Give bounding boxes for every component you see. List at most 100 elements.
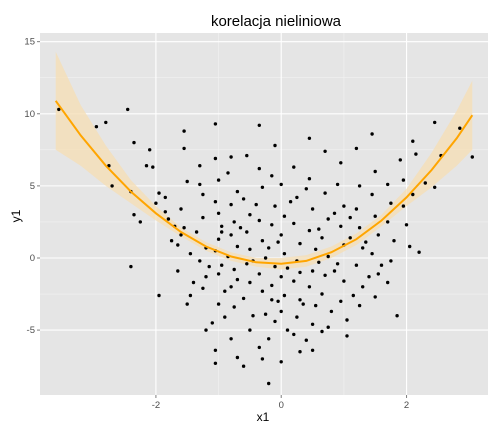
data-point (220, 230, 224, 234)
fit-line (54, 100, 474, 265)
data-point (386, 280, 390, 285)
data-point (276, 299, 280, 303)
data-point (354, 263, 359, 267)
data-point (282, 252, 287, 256)
data-point (389, 201, 393, 205)
data-point (357, 303, 362, 308)
data-point (386, 182, 390, 187)
data-point (223, 315, 227, 319)
data-point (110, 184, 114, 188)
data-point (458, 126, 462, 130)
data-point (213, 156, 218, 161)
data-point (248, 213, 252, 217)
data-point (332, 211, 337, 215)
data-point (241, 197, 246, 201)
data-point (260, 239, 265, 243)
data-point (373, 295, 377, 299)
data-point (423, 181, 427, 185)
y-tick-label: 0 (30, 253, 35, 264)
data-point (151, 165, 155, 169)
data-point (411, 139, 415, 143)
data-point (279, 182, 283, 187)
data-point (229, 155, 233, 159)
y-tick-label: 10 (24, 109, 35, 120)
data-point (339, 161, 343, 165)
data-point (273, 264, 277, 269)
data-point (282, 214, 287, 218)
data-point (310, 269, 315, 273)
data-point (216, 178, 221, 182)
data-point (267, 337, 271, 341)
data-point (129, 264, 133, 269)
data-point (210, 321, 214, 325)
data-point (292, 165, 296, 169)
data-point (94, 125, 99, 129)
data-point (317, 227, 321, 231)
data-point (395, 314, 399, 318)
data-point (310, 348, 315, 352)
data-point (370, 192, 374, 197)
data-point (213, 200, 218, 204)
data-point (201, 192, 205, 197)
data-point (279, 360, 283, 364)
data-point (132, 140, 136, 145)
data-point (270, 283, 274, 288)
data-point (132, 213, 136, 217)
data-point (351, 293, 355, 298)
data-point (354, 146, 359, 151)
data-point (182, 226, 186, 230)
data-point (229, 233, 233, 237)
data-point (194, 230, 199, 234)
data-point (364, 240, 368, 244)
data-point (433, 120, 437, 125)
data-point (267, 246, 271, 250)
data-point (198, 182, 202, 187)
data-point (310, 322, 315, 326)
data-point (229, 285, 233, 289)
data-point (348, 236, 352, 240)
data-point (241, 364, 246, 368)
data-point (314, 303, 318, 308)
data-point (361, 246, 365, 250)
data-point (401, 178, 406, 182)
data-point (251, 314, 255, 318)
data-point (301, 302, 305, 306)
data-point (370, 132, 374, 136)
data-point (245, 153, 249, 158)
data-point (320, 236, 324, 240)
data-point (326, 325, 330, 329)
data-point (361, 285, 365, 289)
data-point (411, 192, 415, 197)
data-point (248, 280, 252, 285)
data-point (298, 241, 302, 246)
data-point (157, 293, 161, 298)
data-point (107, 164, 111, 168)
data-point (329, 309, 334, 314)
data-point (157, 191, 161, 195)
data-point (257, 272, 261, 276)
data-point (304, 187, 308, 191)
data-point (185, 179, 189, 184)
data-point (323, 273, 327, 277)
data-point (229, 202, 233, 207)
data-point (169, 239, 174, 243)
y-tick-label: 15 (24, 37, 35, 48)
data-point (201, 215, 205, 220)
data-point (241, 296, 246, 301)
data-point (198, 259, 202, 263)
data-point (285, 266, 290, 270)
data-point (307, 136, 312, 140)
data-point (166, 217, 171, 221)
data-point (238, 226, 243, 230)
data-point (232, 305, 236, 309)
data-point (57, 107, 61, 112)
data-point (273, 143, 277, 148)
data-point (470, 155, 474, 159)
data-point (342, 204, 346, 208)
data-point (348, 215, 352, 220)
data-point (417, 250, 421, 254)
data-point (216, 237, 221, 241)
data-point (298, 298, 302, 302)
data-point (216, 272, 221, 276)
